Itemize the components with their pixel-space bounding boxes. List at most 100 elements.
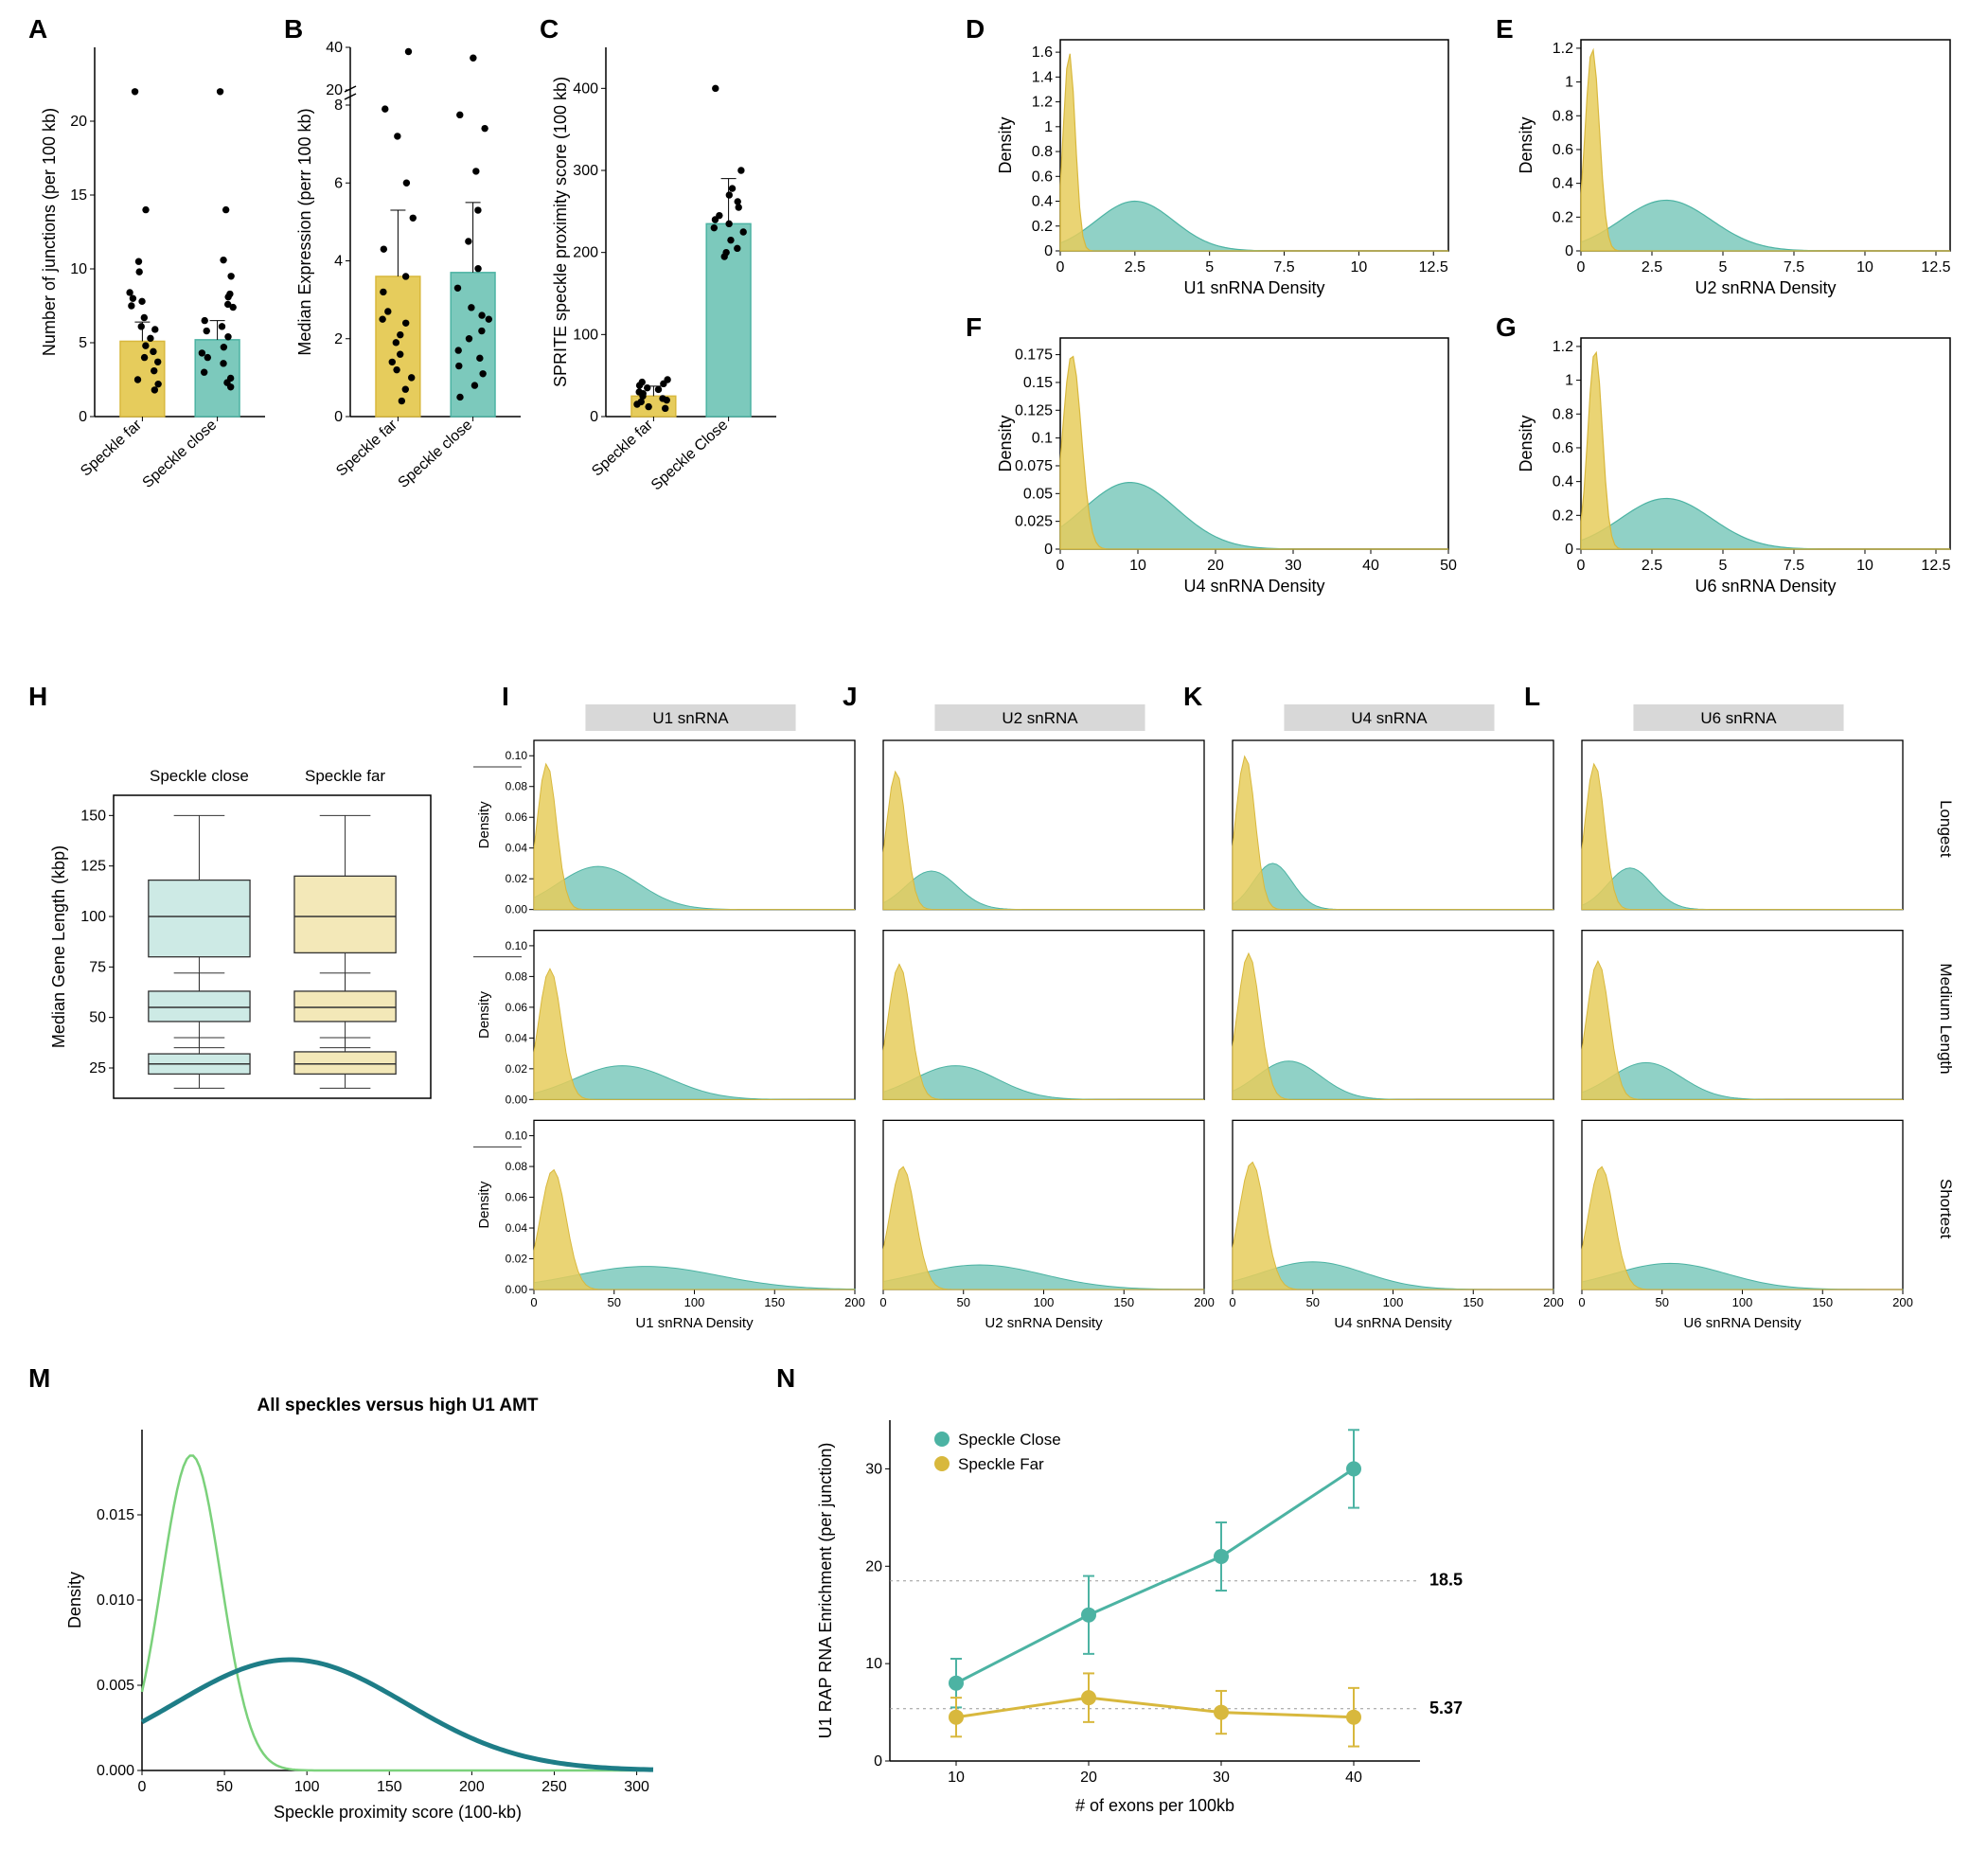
svg-text:Median Expression (perr 100 kb: Median Expression (perr 100 kb)	[295, 108, 314, 355]
svg-text:0: 0	[334, 409, 343, 425]
svg-text:250: 250	[541, 1779, 567, 1795]
svg-text:0: 0	[79, 409, 87, 425]
svg-text:0.6: 0.6	[1032, 169, 1053, 185]
svg-text:0.10: 0.10	[506, 749, 528, 762]
svg-text:10: 10	[1129, 558, 1146, 574]
svg-text:0: 0	[1578, 1295, 1585, 1309]
panel-label-e: E	[1496, 14, 1514, 44]
chart-e: 00.20.40.60.811.202.557.51012.5U2 snRNA …	[1515, 28, 1960, 303]
svg-text:0: 0	[874, 1753, 882, 1770]
svg-text:U4 snRNA: U4 snRNA	[1351, 709, 1428, 727]
svg-text:Density: Density	[476, 1181, 492, 1229]
chart-d: 00.20.40.60.811.21.41.602.557.51012.5U1 …	[994, 28, 1458, 303]
svg-text:0.1: 0.1	[1032, 431, 1053, 447]
svg-text:20: 20	[1207, 558, 1224, 574]
svg-text:5.37: 5.37	[1429, 1699, 1463, 1717]
svg-text:15: 15	[70, 187, 87, 204]
svg-text:0: 0	[1044, 542, 1053, 558]
svg-text:Speckle proximity score (100-k: Speckle proximity score (100-kb)	[274, 1803, 522, 1822]
svg-text:Speckle Close: Speckle Close	[648, 417, 731, 493]
svg-text:30: 30	[1213, 1770, 1230, 1786]
svg-text:100: 100	[573, 327, 598, 343]
svg-text:0: 0	[879, 1295, 886, 1309]
svg-text:U6 snRNA Density: U6 snRNA Density	[1683, 1315, 1802, 1331]
svg-text:25: 25	[89, 1060, 106, 1076]
svg-text:2.5: 2.5	[1125, 259, 1145, 276]
svg-text:6: 6	[334, 175, 343, 191]
svg-text:10: 10	[1856, 558, 1873, 574]
svg-text:Density: Density	[476, 990, 492, 1039]
panel-label-d: D	[966, 14, 985, 44]
svg-text:0.6: 0.6	[1553, 440, 1573, 456]
chart-g: 00.20.40.60.811.202.557.51012.5U6 snRNA …	[1515, 327, 1960, 601]
svg-text:0.08: 0.08	[506, 969, 528, 983]
svg-text:200: 200	[1194, 1295, 1215, 1309]
svg-text:10: 10	[865, 1656, 882, 1672]
svg-text:0.125: 0.125	[1015, 402, 1053, 418]
svg-text:2.5: 2.5	[1642, 259, 1662, 276]
chart-n: 01020301020304018.55.37Speckle CloseSpec…	[805, 1406, 1524, 1823]
svg-text:50: 50	[608, 1295, 621, 1309]
svg-text:0: 0	[138, 1779, 147, 1795]
svg-text:30: 30	[865, 1461, 882, 1477]
svg-text:0.02: 0.02	[506, 872, 528, 885]
chart-f: 00.0250.050.0750.10.1250.150.17501020304…	[994, 327, 1458, 601]
svg-text:0.04: 0.04	[506, 1221, 528, 1235]
svg-text:0: 0	[1229, 1295, 1235, 1309]
svg-text:30: 30	[1285, 558, 1302, 574]
svg-text:Speckle close: Speckle close	[150, 767, 249, 785]
svg-text:75: 75	[89, 959, 106, 975]
svg-text:0.05: 0.05	[1023, 486, 1053, 502]
svg-text:Number of junctions (per 100 k: Number of junctions (per 100 kb)	[40, 108, 59, 356]
svg-text:U1 RAP RNA Enrichment (per jun: U1 RAP RNA Enrichment (per junction)	[816, 1443, 835, 1739]
svg-text:1.2: 1.2	[1553, 339, 1573, 355]
panel-label-n: N	[776, 1363, 795, 1394]
svg-text:0.10: 0.10	[506, 939, 528, 952]
svg-text:0.10: 0.10	[506, 1130, 528, 1143]
svg-text:# of exons per 100kb: # of exons per 100kb	[1075, 1796, 1234, 1815]
svg-text:Speckle far: Speckle far	[305, 767, 385, 785]
svg-text:0: 0	[1577, 558, 1586, 574]
svg-text:Longest: Longest	[1937, 800, 1955, 858]
svg-text:0.4: 0.4	[1553, 474, 1573, 490]
svg-text:200: 200	[1543, 1295, 1564, 1309]
svg-text:0.075: 0.075	[1015, 458, 1053, 474]
svg-text:1: 1	[1565, 373, 1573, 389]
svg-text:7.5: 7.5	[1784, 259, 1804, 276]
svg-text:0.025: 0.025	[1015, 514, 1053, 530]
svg-text:0.08: 0.08	[506, 1160, 528, 1173]
svg-text:0.015: 0.015	[97, 1507, 134, 1523]
svg-text:0: 0	[1056, 558, 1065, 574]
svg-text:Speckle Far: Speckle Far	[958, 1455, 1044, 1473]
svg-text:Speckle far: Speckle far	[333, 417, 400, 480]
svg-text:Speckle Close: Speckle Close	[958, 1431, 1061, 1449]
svg-text:50: 50	[89, 1010, 106, 1026]
svg-text:0: 0	[530, 1295, 537, 1309]
chart-m: All speckles versus high U1 AMT0.0000.00…	[57, 1392, 672, 1827]
svg-text:1: 1	[1565, 75, 1573, 91]
chart-c: 0100200300400Speckle farSpeckle CloseSPR…	[549, 38, 786, 530]
svg-text:40: 40	[326, 40, 343, 56]
svg-text:0.2: 0.2	[1553, 507, 1573, 524]
svg-text:0.8: 0.8	[1553, 406, 1573, 422]
svg-text:U6 snRNA: U6 snRNA	[1700, 709, 1777, 727]
svg-text:20: 20	[70, 114, 87, 130]
svg-text:50: 50	[1440, 558, 1457, 574]
svg-text:0.4: 0.4	[1032, 194, 1053, 210]
svg-text:2: 2	[334, 331, 343, 347]
svg-text:200: 200	[844, 1295, 865, 1309]
svg-text:150: 150	[377, 1779, 402, 1795]
svg-text:U1 snRNA Density: U1 snRNA Density	[1183, 278, 1324, 297]
svg-text:0: 0	[1565, 243, 1573, 259]
svg-text:0.000: 0.000	[97, 1763, 134, 1779]
svg-text:1: 1	[1044, 119, 1053, 135]
svg-text:20: 20	[1080, 1770, 1097, 1786]
svg-text:12.5: 12.5	[1921, 259, 1950, 276]
svg-text:50: 50	[1656, 1295, 1669, 1309]
svg-text:Density: Density	[476, 801, 492, 849]
panel-label-g: G	[1496, 312, 1517, 343]
svg-text:0.6: 0.6	[1553, 142, 1573, 158]
panel-label-h: H	[28, 682, 47, 712]
svg-text:20: 20	[326, 82, 343, 98]
svg-text:0: 0	[1577, 259, 1586, 276]
